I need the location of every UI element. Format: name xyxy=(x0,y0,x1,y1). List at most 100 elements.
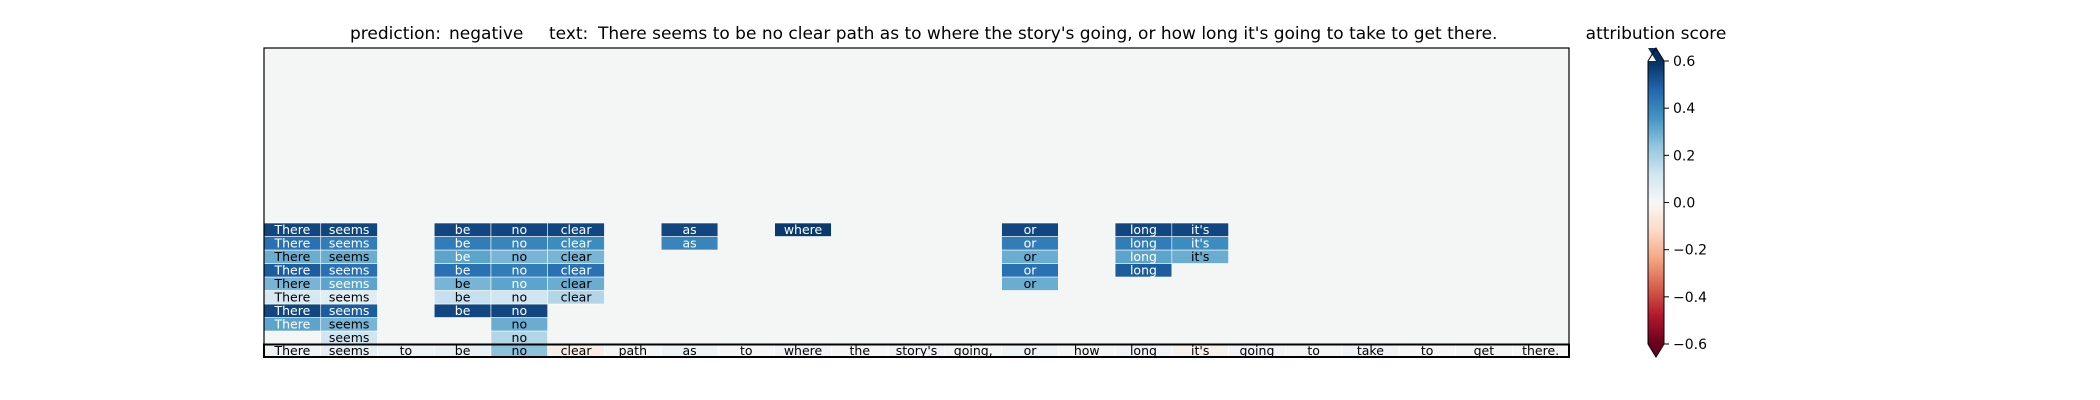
base-row-token-label: no xyxy=(512,343,528,358)
base-row-token-label: or xyxy=(1024,343,1038,358)
base-row-token-label: where xyxy=(784,343,823,358)
base-row-token-label: to xyxy=(1307,343,1320,358)
stack-row-token-label: be xyxy=(455,222,471,237)
stack-row-token-label: as xyxy=(682,236,696,251)
stack-row-token-label: no xyxy=(512,236,528,251)
colorbar-tick-label: 0.0 xyxy=(1673,196,1695,212)
stack-row-token-label: no xyxy=(512,276,528,291)
stack-row-token-label: where xyxy=(784,222,823,237)
stack-row-token-label: long xyxy=(1130,236,1157,251)
stack-row-token-label: There xyxy=(273,290,310,305)
base-row-token-label: take xyxy=(1357,343,1384,358)
stack-row-token-label: or xyxy=(1024,222,1038,237)
stack-row-token-label: seems xyxy=(329,290,370,305)
stack-row-token-label: clear xyxy=(561,276,593,291)
stack-row-token-label: or xyxy=(1024,263,1038,278)
stack-row-token-label: be xyxy=(455,249,471,264)
base-row-token-label: how xyxy=(1074,343,1100,358)
stack-row-token-label: seems xyxy=(329,317,370,332)
stack-row-token-label: seems xyxy=(329,236,370,251)
stack-row-token-label: There xyxy=(273,236,310,251)
colorbar-tick-label: −0.4 xyxy=(1673,290,1707,306)
stack-row-token-label: be xyxy=(455,303,471,318)
base-row-token-label: to xyxy=(740,343,753,358)
colorbar-tick-label: −0.2 xyxy=(1673,243,1707,259)
stack-row-cell xyxy=(547,222,605,237)
base-row-token-label: going, xyxy=(954,343,993,358)
stack-row-token-label: clear xyxy=(561,222,593,237)
heatmap-plot: seems no There seems no There seems be no There se… xyxy=(263,47,1570,358)
heatmap-cells: seems no There seems no There seems be no There se… xyxy=(263,222,1570,358)
colorbar-tick-label: 0.6 xyxy=(1673,54,1695,70)
colorbar: 0.6 0.4 0.2 0.0 −0.2 −0.4 −0.6 xyxy=(1647,47,1707,358)
colorbar-extend-bottom xyxy=(1648,344,1664,357)
stack-row-token-label: There xyxy=(273,263,310,278)
colorbar-ticks: 0.6 0.4 0.2 0.0 −0.2 −0.4 −0.6 xyxy=(1664,54,1707,353)
stack-row-token-label: clear xyxy=(561,290,593,305)
base-row-token-label: as xyxy=(682,343,696,358)
stack-row-token-label: There xyxy=(273,222,310,237)
stack-row-token-label: it's xyxy=(1191,236,1209,251)
colorbar-title: attribution score xyxy=(1586,24,1727,44)
stack-row-token-label: it's xyxy=(1191,222,1209,237)
stack-row-cell xyxy=(320,222,378,237)
input-text: There seems to be no clear path as to wh… xyxy=(597,24,1497,44)
text-label: text: xyxy=(549,24,588,44)
base-row-token-label: clear xyxy=(561,343,593,358)
stack-row-token-label: There xyxy=(273,317,310,332)
stack-row-cell xyxy=(774,222,832,237)
base-row-token-label: There xyxy=(273,343,310,358)
stack-row-token-label: long xyxy=(1130,249,1157,264)
colorbar-tick-label: 0.4 xyxy=(1673,101,1695,117)
base-row-token-label: the xyxy=(850,343,871,358)
stack-row-token-label: or xyxy=(1024,276,1038,291)
colorbar-tick-label: −0.6 xyxy=(1673,337,1707,353)
stack-row-token-label: no xyxy=(512,249,528,264)
stack-row-token-label: There xyxy=(273,249,310,264)
stack-row-token-label: clear xyxy=(561,236,593,251)
stack-row-token-label: seems xyxy=(329,276,370,291)
stack-row-token-label: no xyxy=(512,290,528,305)
stack-row-token-label: it's xyxy=(1191,249,1209,264)
stack-row-token-label: or xyxy=(1024,249,1038,264)
base-row-token-label: seems xyxy=(329,343,370,358)
base-row-frame xyxy=(263,343,1570,358)
stack-row-cell xyxy=(1001,222,1059,237)
prediction-label: prediction: xyxy=(350,24,441,44)
stack-row-token-label: no xyxy=(512,303,528,318)
stack-row-token-label: as xyxy=(682,222,696,237)
stack-row-token-label: be xyxy=(455,263,471,278)
stack-row-token-label: or xyxy=(1024,236,1038,251)
stack-row-token-label: clear xyxy=(561,249,593,264)
stack-row-token-label: be xyxy=(455,276,471,291)
base-row-token-label: to xyxy=(400,343,413,358)
colorbar-gradient xyxy=(1648,61,1664,344)
base-row-token-label: get xyxy=(1474,343,1495,358)
stack-row-token-label: There xyxy=(273,276,310,291)
stack-row-token-label: no xyxy=(512,222,528,237)
base-row-token-label: to xyxy=(1421,343,1434,358)
stack-row-token-label: no xyxy=(512,330,528,345)
base-row-token-label: story's xyxy=(896,343,938,358)
stack-row-token-label: seems xyxy=(329,222,370,237)
base-row-token-label: path xyxy=(619,343,647,358)
stack-row-token-label: no xyxy=(512,317,528,332)
stack-row-token-label: be xyxy=(455,236,471,251)
stack-row-token-label: be xyxy=(455,290,471,305)
stack-row-cell xyxy=(1171,222,1229,237)
stack-row-token-label: clear xyxy=(561,263,593,278)
base-row-token-label: there. xyxy=(1522,343,1559,358)
base-row-token-label: going xyxy=(1239,343,1274,358)
stack-row-token-label: There xyxy=(273,303,310,318)
stack-row-token-label: seems xyxy=(329,330,370,345)
stack-row-token-label: seems xyxy=(329,263,370,278)
stack-row-token-label: seems xyxy=(329,249,370,264)
prediction-value: negative xyxy=(449,24,523,44)
stack-row-token-label: no xyxy=(512,263,528,278)
stack-row-token-label: seems xyxy=(329,303,370,318)
colorbar-tick-label: 0.2 xyxy=(1673,148,1695,164)
stack-row-token-label: long xyxy=(1130,222,1157,237)
stack-row-token-label: long xyxy=(1130,263,1157,278)
